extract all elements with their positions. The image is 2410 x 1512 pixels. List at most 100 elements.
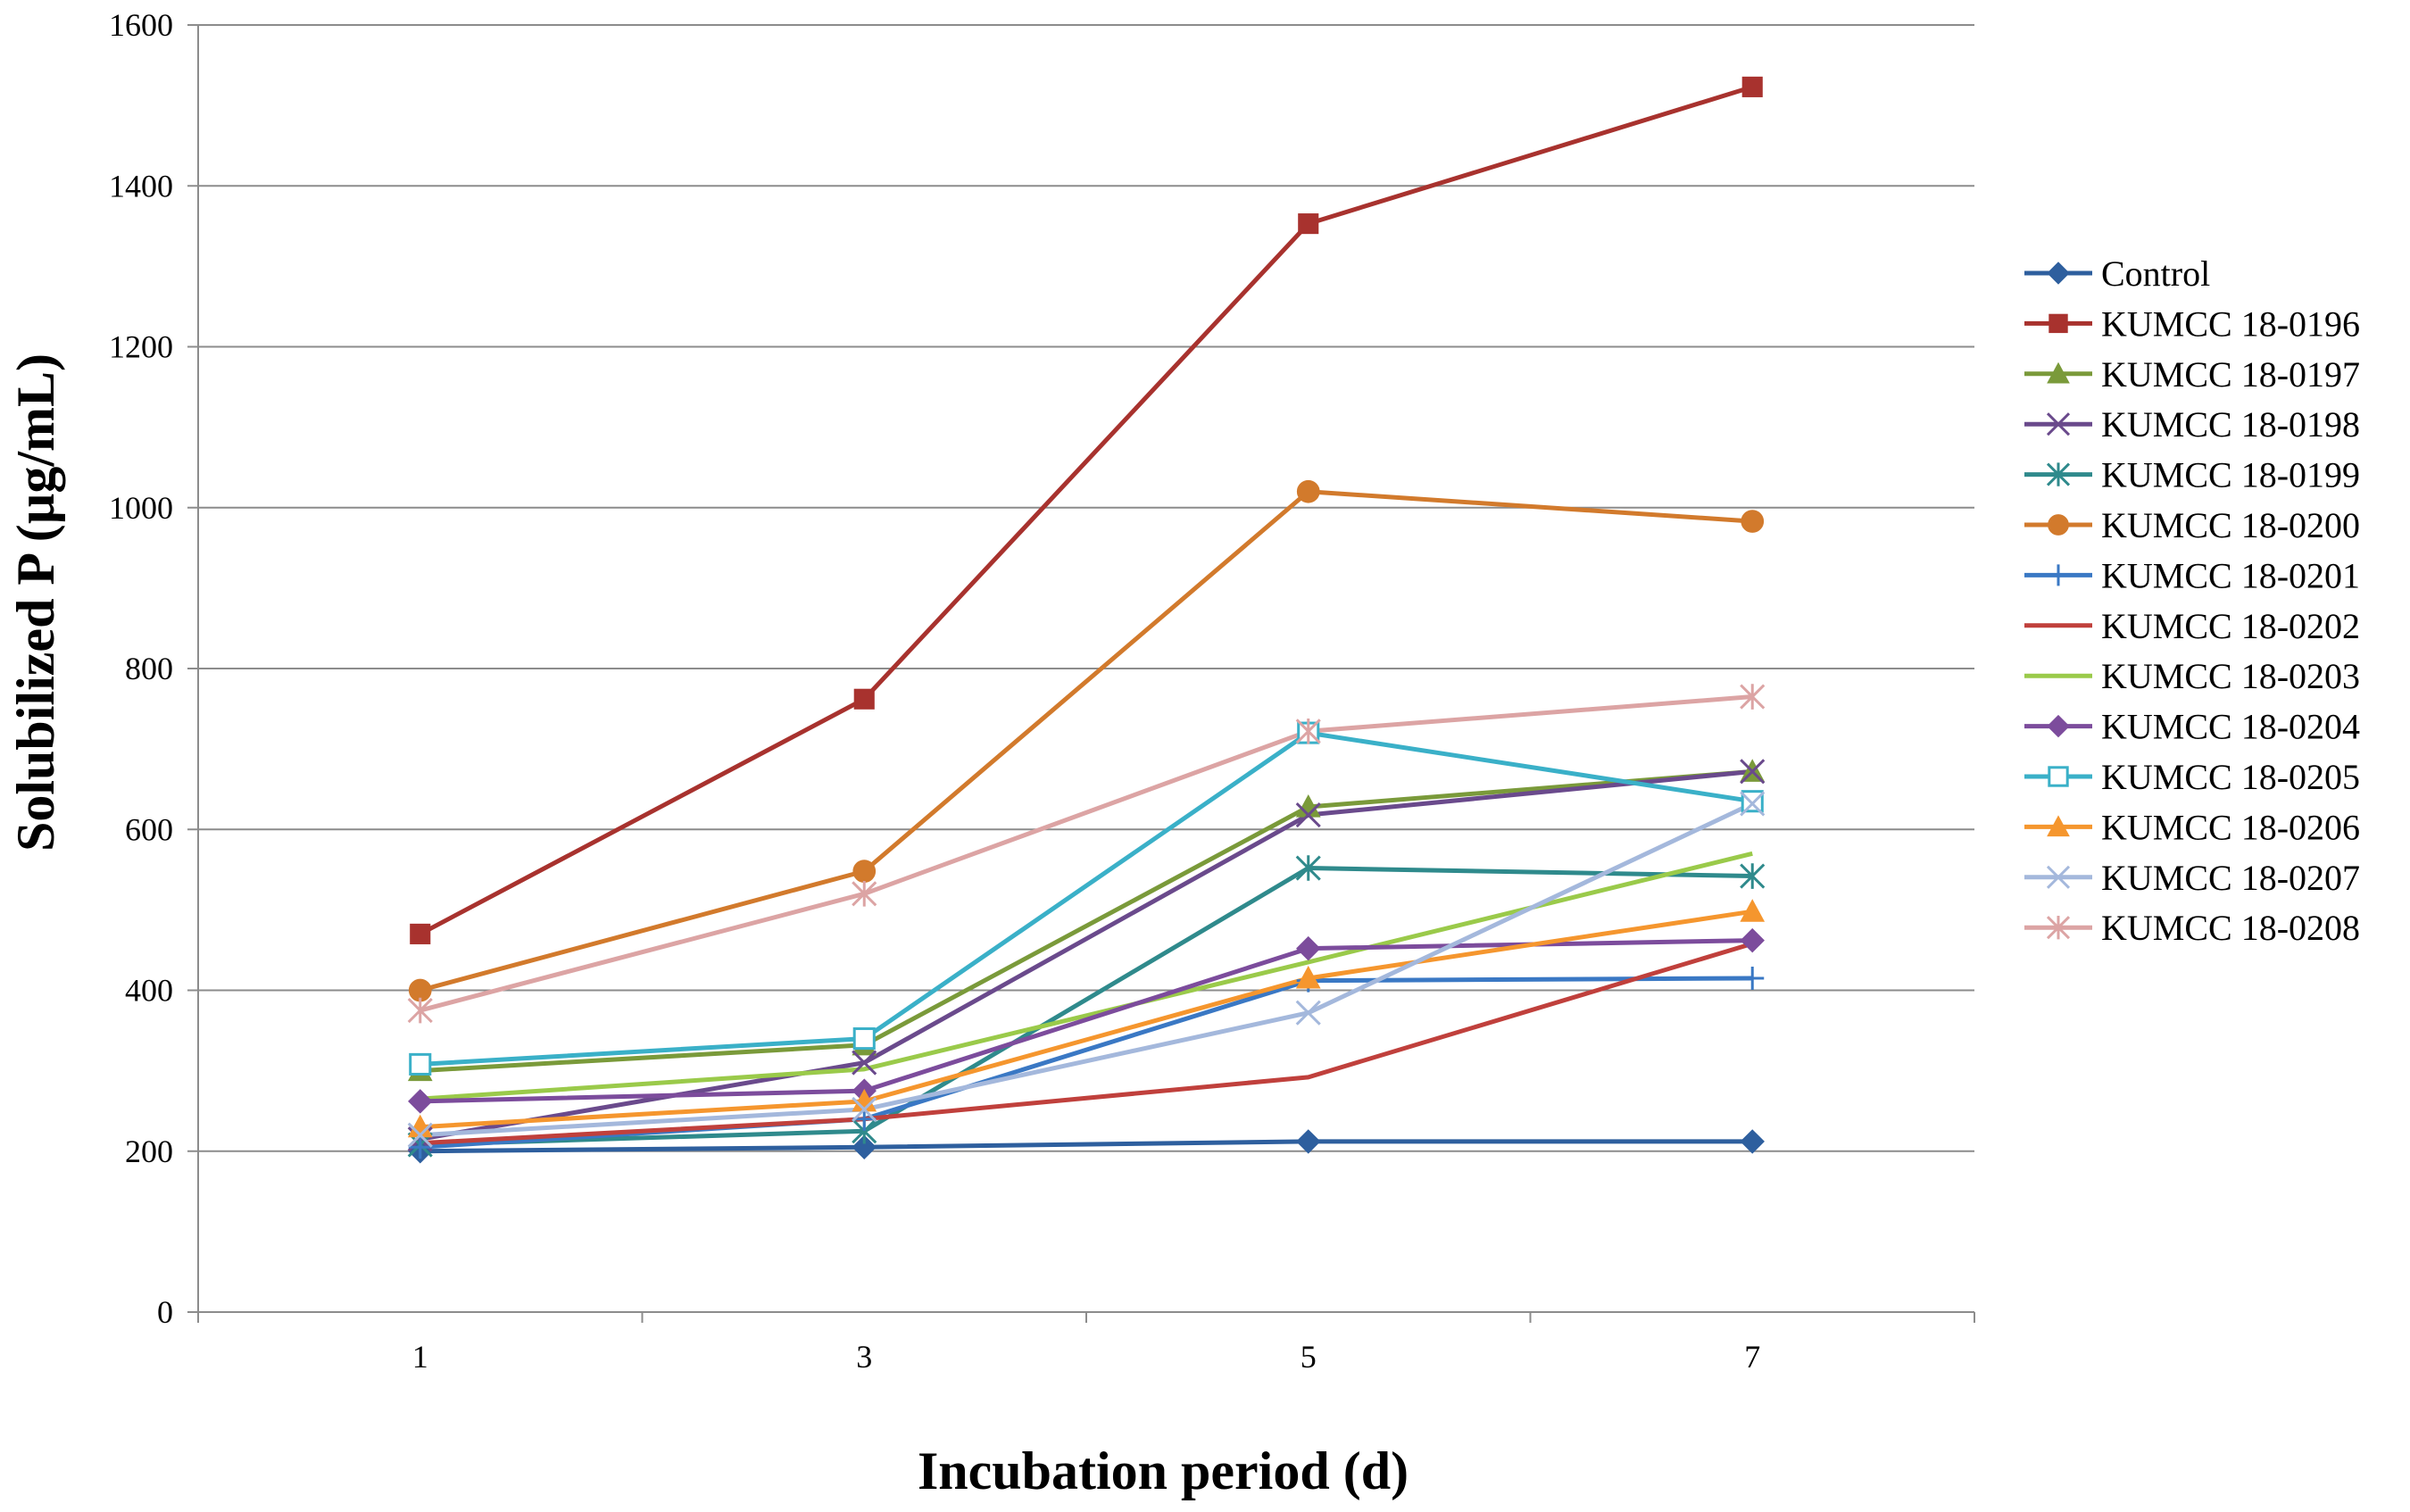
point-kumcc-18-0205-x1 (409, 1052, 432, 1076)
legend-swatch-marker-kumcc-18-0201 (2048, 564, 2069, 586)
legend-swatch-marker-kumcc-18-0205 (2048, 766, 2069, 787)
series-line-kumcc-18-0208 (420, 694, 1753, 1013)
point-kumcc-18-0208-x1 (407, 997, 433, 1024)
series-line-kumcc-18-0196 (419, 85, 1753, 936)
point-kumcc-18-0207-x3 (852, 1096, 877, 1122)
legend-item-kumcc-18-0200: KUMCC 18-0200 (2024, 505, 2360, 545)
y-tick-label-1600: 1600 (109, 7, 173, 43)
y-tick-label-1400: 1400 (109, 168, 173, 204)
y-tick-label-400: 400 (125, 973, 173, 1009)
legend-item-kumcc-18-0197: KUMCC 18-0197 (2024, 354, 2360, 395)
legend-label-kumcc-18-0208: KUMCC 18-0208 (2101, 908, 2360, 948)
point-kumcc-18-0200-x5 (1296, 479, 1320, 503)
legend-label-kumcc-18-0199: KUMCC 18-0199 (2101, 455, 2360, 495)
point-kumcc-18-0202-x5 (1308, 1076, 1309, 1078)
x-tick-label-1: 1 (412, 1339, 428, 1375)
series-line-kumcc-18-0205 (420, 730, 1753, 1067)
point-kumcc-18-0201-x1 (408, 1135, 432, 1159)
legend-swatch-marker-kumcc-18-0196 (2048, 313, 2068, 334)
legend-item-kumcc-18-0207: KUMCC 18-0207 (2024, 858, 2360, 898)
point-kumcc-18-0205-x3 (852, 1027, 876, 1051)
point-kumcc-18-0208-x7 (1740, 684, 1766, 710)
legend-label-kumcc-18-0206: KUMCC 18-0206 (2101, 807, 2360, 847)
legend-swatch-marker-kumcc-18-0207 (2046, 865, 2071, 889)
series-line-kumcc-18-0199 (420, 866, 1753, 1148)
series-markers (407, 76, 1766, 1164)
point-kumcc-18-0206-x5 (1295, 965, 1321, 989)
series-line-kumcc-18-0198 (420, 768, 1753, 1142)
legend-item-kumcc-18-0203: KUMCC 18-0203 (2024, 656, 2360, 696)
point-kumcc-18-0201-x7 (1741, 966, 1765, 990)
y-tick-label-1000: 1000 (109, 490, 173, 526)
legend-item-kumcc-18-0208: KUMCC 18-0208 (2024, 908, 2360, 948)
legend-label-kumcc-18-0204: KUMCC 18-0204 (2101, 707, 2360, 747)
series-line-control (420, 1139, 1753, 1154)
point-kumcc-18-0196-x7 (1741, 76, 1763, 97)
point-kumcc-18-0198-x3 (852, 1050, 877, 1076)
legend-item-kumcc-18-0202: KUMCC 18-0202 (2024, 606, 2360, 646)
legend-swatch-marker-kumcc-18-0204 (2047, 714, 2070, 738)
point-kumcc-18-0207-x7 (1740, 791, 1766, 817)
legend-swatch-marker-kumcc-18-0198 (2046, 412, 2071, 436)
point-kumcc-18-0208-x3 (852, 881, 877, 907)
point-kumcc-18-0196-x5 (1298, 213, 1319, 235)
legend-label-kumcc-18-0200: KUMCC 18-0200 (2101, 505, 2360, 545)
legend-item-kumcc-18-0205: KUMCC 18-0205 (2024, 757, 2360, 797)
legend-swatch-marker-kumcc-18-0197 (2047, 361, 2070, 384)
legend-label-kumcc-18-0196: KUMCC 18-0196 (2101, 303, 2360, 344)
point-kumcc-18-0204-x5 (1296, 935, 1321, 961)
x-tick-label-5: 5 (1301, 1339, 1317, 1375)
x-tick-label-3: 3 (856, 1339, 872, 1375)
point-control-x3 (852, 1134, 877, 1159)
point-kumcc-18-0200-x7 (1741, 510, 1765, 533)
legend: Control KUMCC 18-0196 KUMCC 18-0197 KUMCC 1… (2024, 253, 2360, 948)
legend-label-kumcc-18-0207: KUMCC 18-0207 (2101, 858, 2360, 898)
series-line-kumcc-18-0204 (420, 938, 1753, 1104)
legend-label-kumcc-18-0203: KUMCC 18-0203 (2101, 656, 2360, 696)
point-kumcc-18-0208-x5 (1295, 718, 1321, 744)
point-control-x5 (1296, 1129, 1321, 1154)
legend-label-kumcc-18-0205: KUMCC 18-0205 (2101, 757, 2360, 797)
axes: 0 200 400 600 800 1000 1200 1400 1600 1 3 5 7 (109, 7, 1975, 1375)
legend-item-control: Control (2024, 253, 2210, 294)
legend-swatch-marker-kumcc-18-0206 (2047, 815, 2070, 837)
x-tick-label-7: 7 (1744, 1339, 1760, 1375)
legend-label-kumcc-18-0202: KUMCC 18-0202 (2101, 606, 2360, 646)
series-line-kumcc-18-0197 (420, 768, 1753, 1074)
x-axis-title: Incubation period (d) (918, 1441, 1409, 1500)
point-kumcc-18-0199-x5 (1295, 855, 1321, 881)
series-line-kumcc-18-0207 (420, 802, 1754, 1138)
legend-item-kumcc-18-0196: KUMCC 18-0196 (2024, 303, 2360, 344)
series-line-kumcc-18-0206 (420, 909, 1753, 1130)
point-kumcc-18-0205-x7 (1741, 790, 1764, 813)
y-tick-label-0: 0 (157, 1294, 173, 1330)
legend-item-kumcc-18-0201: KUMCC 18-0201 (2024, 555, 2360, 595)
legend-item-kumcc-18-0204: KUMCC 18-0204 (2024, 707, 2360, 747)
legend-item-kumcc-18-0198: KUMCC 18-0198 (2024, 404, 2360, 444)
point-kumcc-18-0198-x7 (1740, 759, 1766, 785)
series-line-kumcc-18-0202 (420, 941, 1753, 1146)
legend-label-kumcc-18-0201: KUMCC 18-0201 (2101, 555, 2360, 595)
point-kumcc-18-0206-x7 (1740, 899, 1766, 922)
point-kumcc-18-0207-x5 (1295, 1000, 1321, 1026)
y-tick-label-200: 200 (125, 1134, 173, 1169)
point-kumcc-18-0196-x3 (853, 688, 875, 710)
point-control-x7 (1740, 1129, 1765, 1154)
point-kumcc-18-0204-x7 (1740, 927, 1765, 953)
legend-item-kumcc-18-0206: KUMCC 18-0206 (2024, 807, 2360, 847)
series-line-kumcc-18-0200 (420, 489, 1753, 993)
y-tick-label-600: 600 (125, 811, 173, 847)
y-tick-label-800: 800 (125, 651, 173, 686)
point-kumcc-18-0202-x3 (863, 1118, 865, 1120)
point-kumcc-18-0203-x5 (1308, 961, 1309, 963)
point-kumcc-18-0204-x1 (408, 1089, 433, 1114)
point-kumcc-18-0198-x5 (1295, 802, 1321, 828)
legend-swatch-marker-kumcc-18-0199 (2046, 462, 2071, 486)
legend-swatch-marker-kumcc-18-0200 (2048, 514, 2069, 536)
point-kumcc-18-0207-x1 (407, 1122, 433, 1148)
legend-label-kumcc-18-0198: KUMCC 18-0198 (2101, 404, 2360, 444)
point-kumcc-18-0203-x7 (1751, 852, 1753, 854)
point-kumcc-18-0203-x3 (863, 1068, 865, 1070)
legend-item-kumcc-18-0199: KUMCC 18-0199 (2024, 455, 2360, 495)
